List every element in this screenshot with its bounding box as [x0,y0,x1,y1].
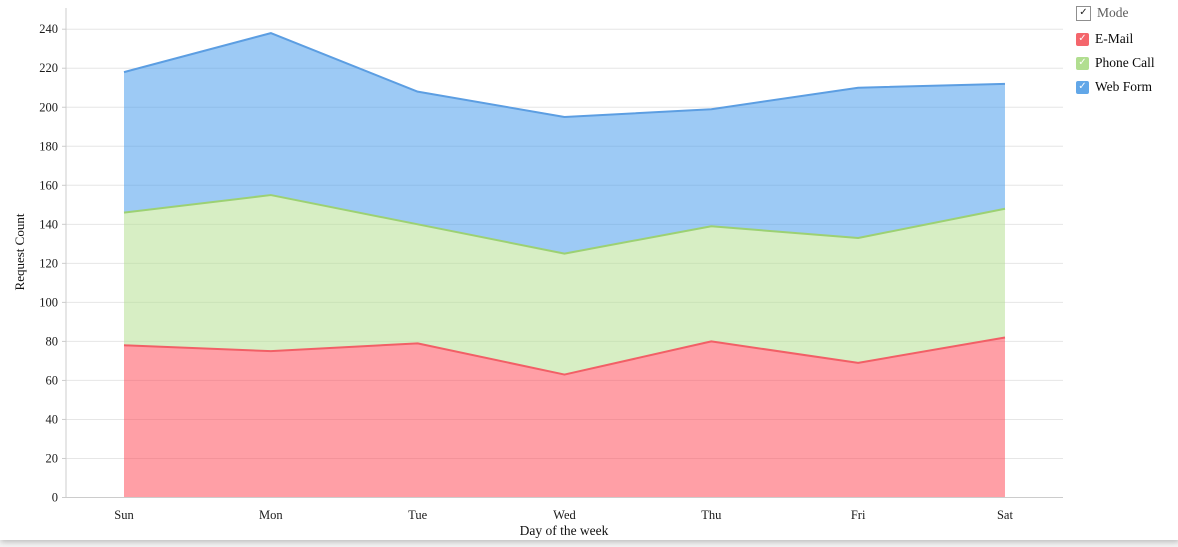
legend-label-mode: Mode [1097,5,1129,20]
line-web-form [123,32,1006,119]
y-tick-label: 120 [39,256,58,270]
x-tick-label: Sat [997,508,1014,522]
legend-label-email: E-Mail [1095,31,1134,46]
y-tick-label: 140 [39,217,58,231]
legend-item-web-form[interactable]: ✓ Web Form [1076,79,1155,95]
y-tick-label: 200 [39,100,58,114]
x-tick-label: Tue [408,508,427,522]
y-tick-label: 40 [46,412,59,426]
legend-label-web-form: Web Form [1095,79,1153,94]
y-tick-label: 20 [46,451,59,465]
line-phone-call [123,194,1006,255]
legend-label-phone-call: Phone Call [1095,55,1155,70]
area-e-mail [124,337,1005,498]
area-web-form [124,33,1005,254]
y-tick-label: 240 [39,22,58,36]
legend: ✓ Mode ✓ E-Mail ✓ Phone Call ✓ Web Form [1076,5,1155,103]
phone-call-checkbox-icon[interactable]: ✓ [1076,56,1089,70]
x-tick-label: Mon [259,508,283,522]
email-checkbox-icon[interactable]: ✓ [1076,32,1089,46]
y-tick-label: 0 [52,491,58,505]
y-tick-label: 160 [39,178,58,192]
legend-item-email[interactable]: ✓ E-Mail [1076,31,1155,47]
x-tick-label: Fri [851,508,866,522]
web-form-checkbox-icon[interactable]: ✓ [1076,80,1089,94]
legend-item-mode[interactable]: ✓ Mode [1076,5,1155,21]
x-tick-label: Wed [553,508,576,522]
area-phone-call [124,195,1005,375]
y-tick-label: 180 [39,139,58,153]
y-tick-label: 220 [39,61,58,75]
legend-item-phone-call[interactable]: ✓ Phone Call [1076,55,1155,71]
y-tick-label: 100 [39,295,58,309]
y-axis-title: Request Count [12,213,27,291]
y-tick-label: 60 [46,373,59,387]
mode-checkbox-icon[interactable]: ✓ [1076,5,1091,21]
x-tick-label: Sun [114,508,134,522]
y-tick-label: 80 [46,334,59,348]
line-e-mail [123,336,1006,376]
x-tick-label: Thu [701,508,722,522]
x-axis-title: Day of the week [519,523,609,538]
